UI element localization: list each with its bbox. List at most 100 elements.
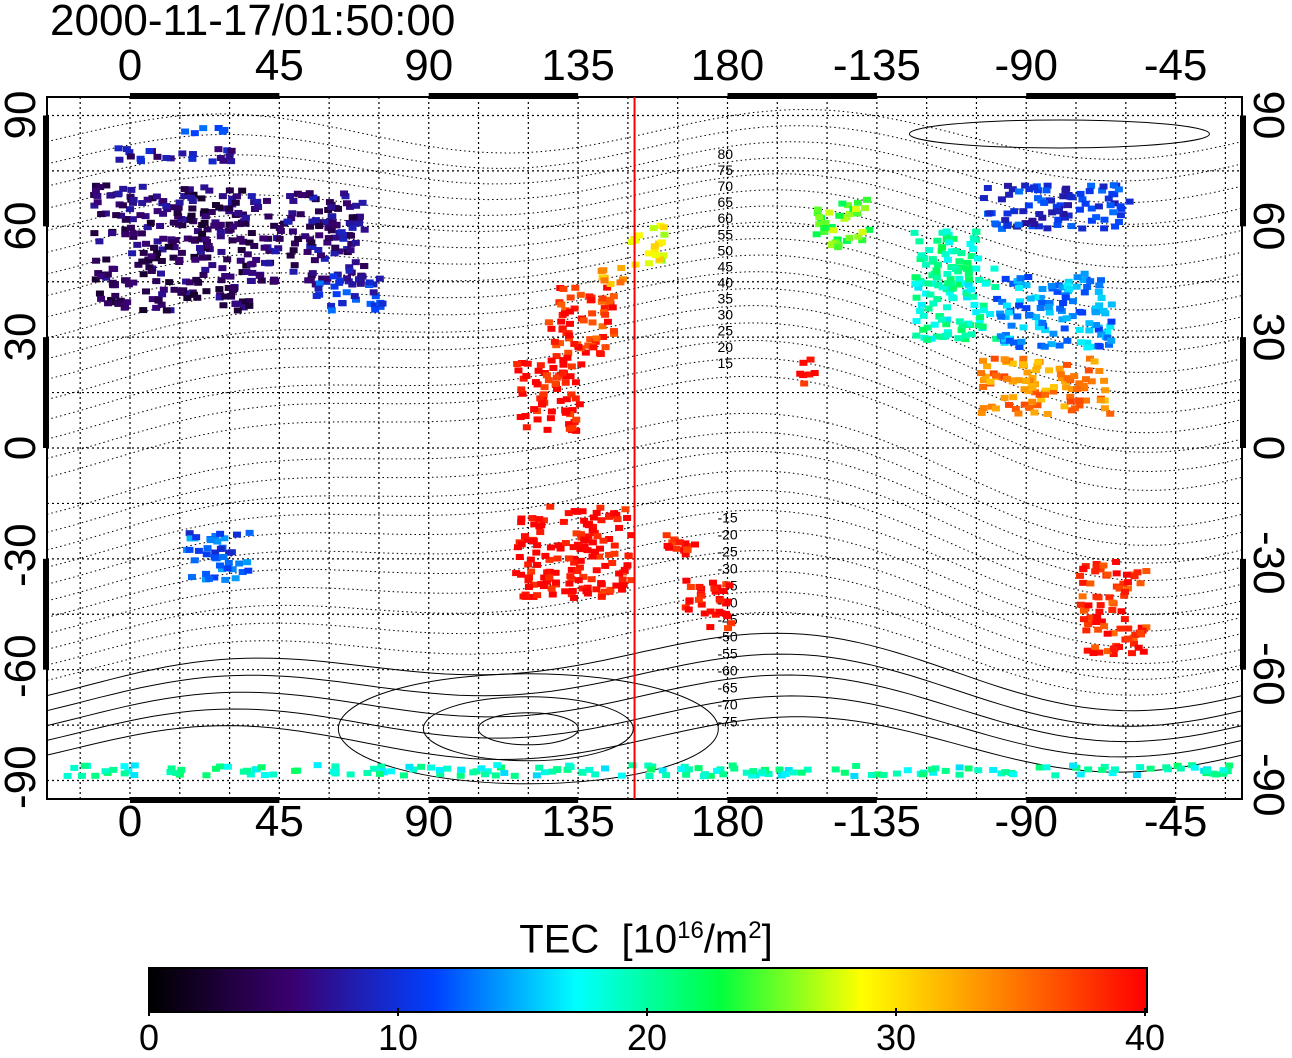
tec-cell-mexico-caribbean (1070, 405, 1079, 412)
tec-cell-arctic-europe (114, 145, 123, 152)
tec-cell-canada-north (1030, 221, 1039, 228)
tec-cell-canada-north (1099, 183, 1108, 190)
tec-cell-japan-korea (566, 308, 575, 315)
tec-cell-antarctica-band (202, 772, 211, 779)
tec-cell-arctic-europe (216, 155, 225, 162)
tec-cell-usa-west (943, 270, 952, 277)
tec-cell-usa-west (979, 307, 988, 314)
dip-label: 70 (717, 178, 733, 194)
tec-cell-south-america-south (1112, 558, 1121, 565)
tec-cell-south-africa (185, 530, 194, 537)
tec-cell-central-asia (366, 300, 375, 307)
tec-cell-western-russia (347, 240, 356, 247)
tec-cell-mexico-caribbean (1033, 402, 1042, 409)
tec-cell-philippines (544, 377, 553, 384)
tec-cell-antarctica-band (331, 763, 340, 770)
tec-cell-australia (593, 533, 602, 540)
tec-cell-usa-west (911, 280, 920, 287)
tec-cell-australia (584, 533, 593, 540)
tec-cell-antarctica-band (435, 767, 444, 774)
tec-cell-antarctica-band (1035, 764, 1044, 771)
tec-cell-usa-east (1038, 300, 1047, 307)
tec-cell-usa-west (934, 282, 943, 289)
dip-label: 40 (717, 274, 733, 290)
tec-cell-europe (93, 199, 102, 206)
dip-label: -15 (717, 509, 737, 525)
tec-cell-philippines (551, 380, 560, 387)
tec-cell-mexico-caribbean (1063, 375, 1072, 382)
tec-cell-usa-west (928, 280, 937, 287)
tec-cell-usa-west (939, 333, 948, 340)
tec-cell-alaska (845, 234, 854, 241)
tec-cell-mexico-caribbean (1011, 405, 1020, 412)
tec-cell-europe (108, 230, 117, 237)
tec-cell-europe (223, 256, 232, 263)
tec-cell-south-africa (243, 559, 252, 566)
tec-cell-canada-west (917, 279, 926, 286)
tec-cell-usa-west (945, 289, 954, 296)
south-pole-contour (477, 712, 579, 746)
tec-cell-mexico-caribbean (981, 373, 990, 380)
tec-cell-kamchatka (657, 239, 666, 246)
tec-cell-japan-korea (598, 295, 607, 302)
tec-cell-canada-west (938, 244, 947, 251)
tec-cell-europe (188, 205, 197, 212)
tec-cell-western-russia (288, 210, 297, 217)
tec-cell-antarctica-band (120, 763, 129, 770)
top-lon-tick: 0 (117, 41, 143, 90)
tec-cell-south-africa (220, 535, 229, 542)
tec-cell-australia (590, 548, 599, 555)
tec-cell-europe (185, 186, 194, 193)
tec-cell-europe (215, 204, 224, 211)
tec-cell-australia (554, 542, 563, 549)
tec-cell-australia (576, 546, 585, 553)
colorbar-tick-mark (895, 1008, 897, 1016)
dip-contour (46, 695, 1243, 758)
left-lat-tick: 30 (0, 312, 45, 362)
tec-cell-usa-east (1097, 294, 1106, 301)
tec-cell-antarctica-band (566, 763, 575, 770)
tec-cell-europe (109, 299, 118, 306)
tec-cell-canada-west (955, 281, 964, 288)
tec-cell-alaska (813, 206, 822, 213)
tec-cell-canada-north (997, 225, 1006, 232)
tec-cell-south-america-south (1083, 647, 1092, 654)
tec-cell-south-america-south (1120, 592, 1129, 599)
tec-cell-europe (126, 206, 135, 213)
tec-cell-antarctica-band (742, 769, 751, 776)
tec-cell-hokkaido-north (619, 276, 628, 283)
tec-cell-europe (241, 214, 250, 221)
tec-cell-kamchatka (656, 256, 665, 263)
tec-cell-canada-north (1001, 217, 1010, 224)
tec-cell-western-russia (287, 215, 296, 222)
tec-cell-canada-north (1064, 212, 1073, 219)
tec-cell-australia (570, 559, 579, 566)
tec-cell-alaska (854, 233, 863, 240)
tec-cell-south-america-south (1092, 560, 1101, 567)
tec-cell-europe (177, 249, 186, 256)
tec-cell-south-america-south (1112, 570, 1121, 577)
tec-cell-australia (520, 533, 529, 540)
tec-cell-europe (198, 221, 207, 228)
tec-cell-australia (589, 514, 598, 521)
tec-cell-mexico-caribbean (1000, 394, 1009, 401)
tec-cell-south-africa (211, 549, 220, 556)
tec-cell-europe (239, 211, 248, 218)
tec-cell-western-russia (311, 217, 320, 224)
tec-cell-arctic-europe (227, 147, 236, 154)
tec-cell-hokkaido-north (597, 267, 606, 274)
tec-cell-australia (546, 503, 555, 510)
tec-cell-western-russia (345, 267, 354, 274)
tec-cell-usa-east (1056, 305, 1065, 312)
tec-cell-europe (108, 265, 117, 272)
tec-cell-australia (621, 506, 630, 513)
tec-cell-greenland-sea-top (220, 126, 229, 133)
tec-cell-europe (221, 293, 230, 300)
tec-cell-usa-west (926, 291, 935, 298)
tec-cell-tasman-east (672, 545, 681, 552)
tec-cell-antarctica-band (918, 771, 927, 778)
tec-cell-usa-west (955, 318, 964, 325)
tec-cell-australia (615, 524, 624, 531)
tec-cell-usa-east (1047, 283, 1056, 290)
tec-cell-japan-korea (606, 296, 615, 303)
